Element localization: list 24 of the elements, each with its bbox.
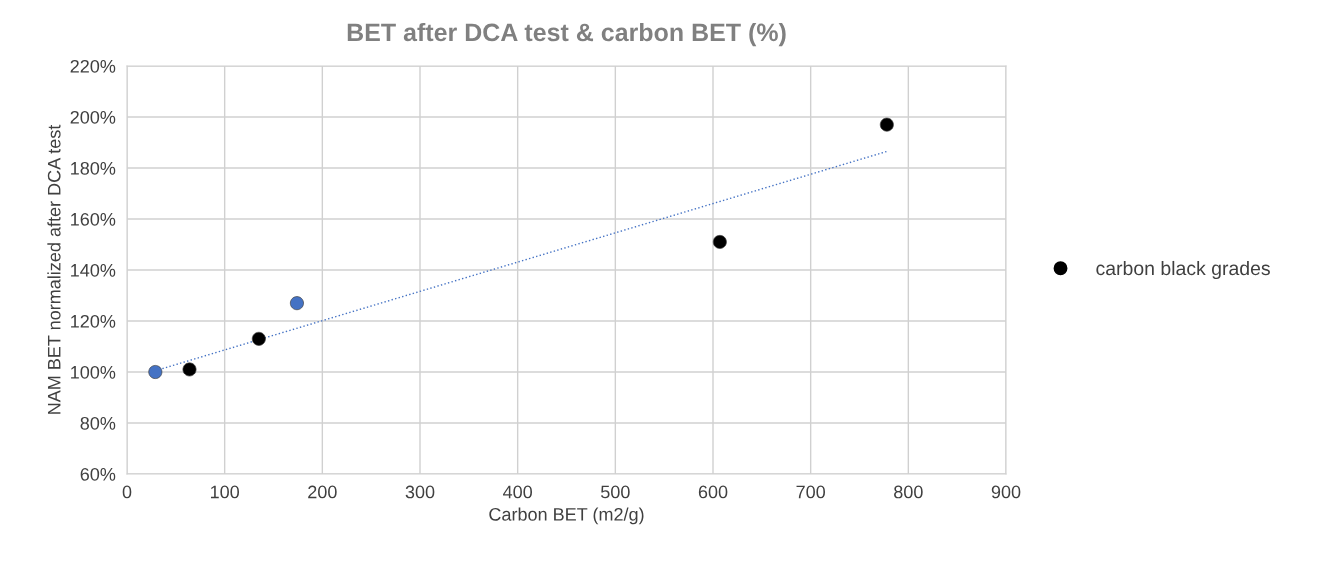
chart-title: BET after DCA test & carbon BET (%) [347,22,786,47]
point [182,362,197,377]
x-tick-label: 600 [698,485,728,499]
x-tick-label: 700 [796,485,826,499]
y-tick-label: 160% [71,212,116,226]
y-tick-label: 120% [71,314,116,328]
y-tick-label: 80% [80,416,116,430]
y-tick-label: 220% [70,59,116,73]
x-tick-label: 800 [894,485,923,499]
x-tick-label: 900 [991,485,1021,499]
y-tick-label: 180% [71,161,116,175]
legend-label: carbon black grades [1096,260,1270,280]
x-tick-label: 200 [308,485,337,499]
x-tick-label: 100 [210,485,240,499]
y-tick-label: 100% [71,365,116,379]
x-tick-label: 0 [122,485,132,499]
y-axis-title: NAM BET normalized after DCA test [47,124,61,414]
x-tick-label: 300 [405,485,435,499]
y-tick-label: 140% [71,263,116,277]
x-tick-label: 400 [503,485,533,499]
x-axis-title: Carbon BET (m2/g) [489,507,644,525]
y-tick-label: 200% [70,110,116,124]
y-tick-label: 60% [80,467,116,481]
x-tick-label: 500 [600,485,630,499]
